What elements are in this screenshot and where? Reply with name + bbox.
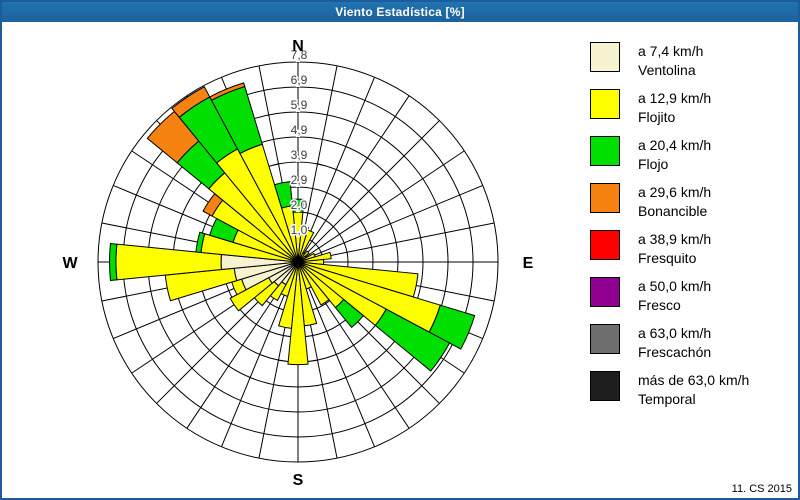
legend-label: a 38,9 km/h Fresquito — [638, 230, 711, 268]
legend-item-fresco: a 50,0 km/h Fresco — [590, 277, 795, 315]
grid-spoke — [297, 185, 483, 263]
legend-speed-text: a 7,4 km/h — [638, 43, 704, 59]
compass-label-w: W — [62, 255, 78, 272]
ring-label: 2,0 — [291, 198, 308, 212]
compass-label-s: S — [293, 472, 304, 489]
compass-label-n: N — [292, 38, 304, 55]
legend-name-text: Frescachón — [638, 344, 712, 360]
legend-swatch-frescachón — [590, 324, 620, 354]
ring-label: 5,9 — [291, 98, 308, 112]
petal-bonancible — [209, 82, 246, 101]
window-title: Viento Estadística [%] — [335, 5, 465, 19]
grid-spoke — [297, 95, 410, 263]
legend-item-frescachón: a 63,0 km/h Frescachón — [590, 324, 795, 362]
legend-speed-text: más de 63,0 km/h — [638, 372, 750, 388]
legend-swatch-fresco — [590, 277, 620, 307]
legend-label: más de 63,0 km/h Temporal — [638, 371, 749, 409]
ring-label: 7,8 — [291, 48, 308, 62]
footer-credit: 11. CS 2015 — [731, 483, 792, 495]
grid-spoke — [297, 120, 440, 263]
legend-speed-text: a 38,9 km/h — [638, 231, 712, 247]
legend-label: a 50,0 km/h Fresco — [638, 277, 711, 315]
petal-flojo — [291, 198, 305, 213]
ring-label: 3,9 — [291, 148, 308, 162]
legend-swatch-flojito — [590, 89, 620, 119]
legend-item-bonancible: a 29,6 km/h Bonancible — [590, 183, 795, 221]
legend-name-text: Bonancible — [638, 203, 708, 219]
ring-label: 1,0 — [291, 223, 308, 237]
ring-label: 4,9 — [291, 123, 308, 137]
legend-item-ventolina: a 7,4 km/h Ventolina — [590, 42, 795, 80]
title-bar: Viento Estadística [%] — [2, 2, 798, 22]
legend-speed-text: a 12,9 km/h — [638, 90, 712, 106]
legend-speed-text: a 50,0 km/h — [638, 278, 712, 294]
legend-name-text: Flojo — [638, 156, 669, 172]
legend-name-text: Fresquito — [638, 250, 697, 266]
ring-label: 2,9 — [291, 173, 308, 187]
legend-swatch-temporal — [590, 371, 620, 401]
petal-flojito — [229, 277, 273, 312]
legend-item-flojito: a 12,9 km/h Flojito — [590, 89, 795, 127]
legend-label: a 63,0 km/h Frescachón — [638, 324, 711, 362]
legend-name-text: Ventolina — [638, 62, 696, 78]
compass-label-e: E — [523, 255, 534, 272]
legend-name-text: Fresco — [638, 297, 681, 313]
legend-swatch-flojo — [590, 136, 620, 166]
legend-label: a 7,4 km/h Ventolina — [638, 42, 703, 80]
grid-spoke — [297, 150, 465, 263]
legend-swatch-fresquito — [590, 230, 620, 260]
legend-label: a 20,4 km/h Flojo — [638, 136, 711, 174]
petal-flojito — [287, 261, 309, 366]
legend-swatch-bonancible — [590, 183, 620, 213]
legend-item-flojo: a 20,4 km/h Flojo — [590, 136, 795, 174]
legend-speed-text: a 63,0 km/h — [638, 325, 712, 341]
legend-name-text: Temporal — [638, 391, 696, 407]
legend-speed-text: a 29,6 km/h — [638, 184, 712, 200]
petal-flojo — [195, 231, 206, 253]
petal-flojito — [297, 261, 330, 306]
legend-label: a 29,6 km/h Bonancible — [638, 183, 711, 221]
petal-flojo — [374, 308, 451, 372]
legend-speed-text: a 20,4 km/h — [638, 137, 712, 153]
legend-swatch-ventolina — [590, 42, 620, 72]
legend-label: a 12,9 km/h Flojito — [638, 89, 711, 127]
petal-flojo — [334, 298, 365, 329]
petal-flojito — [297, 251, 332, 263]
legend-name-text: Flojito — [638, 109, 676, 125]
petal-bonancible — [171, 86, 211, 119]
grid-spoke — [297, 261, 375, 447]
ring-label: 6,9 — [291, 73, 308, 87]
legend-item-fresquito: a 38,9 km/h Fresquito — [590, 230, 795, 268]
legend: a 7,4 km/h Ventolina a 12,9 km/h Flojito a 2… — [590, 42, 795, 418]
legend-item-temporal: más de 63,0 km/h Temporal — [590, 371, 795, 409]
petal-flojo — [109, 242, 118, 282]
petal-flojo — [273, 181, 294, 209]
